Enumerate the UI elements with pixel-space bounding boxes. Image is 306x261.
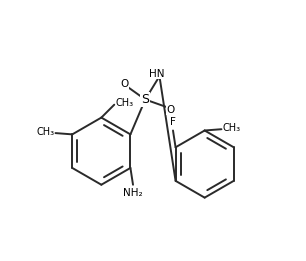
Text: NH₂: NH₂ — [123, 188, 143, 198]
Text: HN: HN — [149, 69, 165, 79]
Text: S: S — [141, 93, 149, 106]
Text: O: O — [120, 79, 128, 89]
Text: CH₃: CH₃ — [36, 127, 54, 137]
Text: O: O — [166, 105, 174, 115]
Text: F: F — [170, 117, 176, 127]
Text: CH₃: CH₃ — [223, 123, 241, 133]
Text: CH₃: CH₃ — [116, 98, 134, 108]
